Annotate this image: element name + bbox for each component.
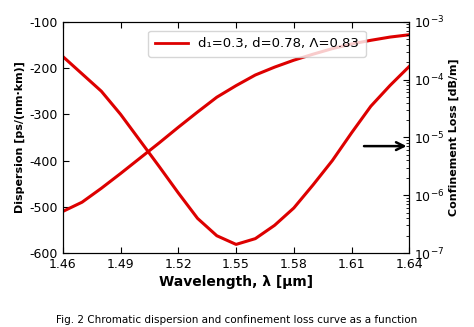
Y-axis label: Confinement Loss [dB/m]: Confinement Loss [dB/m] <box>449 59 459 216</box>
Y-axis label: Dispersion [ps/(nm·km)]: Dispersion [ps/(nm·km)] <box>15 61 25 214</box>
Text: Fig. 2 Chromatic dispersion and confinement loss curve as a function: Fig. 2 Chromatic dispersion and confinem… <box>56 315 418 325</box>
Legend: d₁=0.3, d=0.78, Λ=0.83: d₁=0.3, d=0.78, Λ=0.83 <box>148 31 365 57</box>
X-axis label: Wavelength, λ [μm]: Wavelength, λ [μm] <box>159 275 313 289</box>
